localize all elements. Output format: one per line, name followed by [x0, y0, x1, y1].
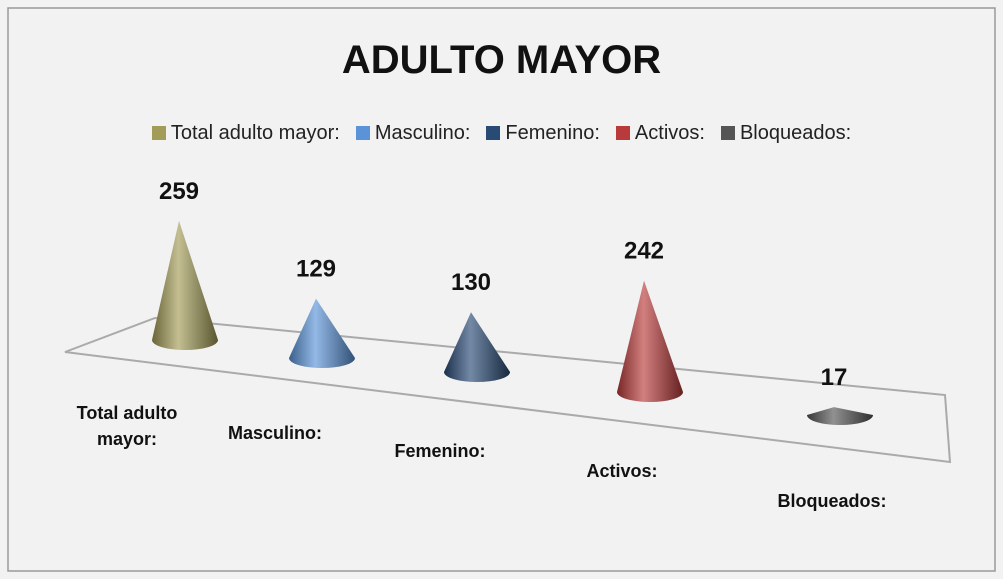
cone	[807, 407, 873, 425]
legend-item: Femenino:	[486, 122, 600, 145]
legend-label: Activos:	[634, 122, 705, 144]
cone	[152, 220, 218, 350]
legend-label: Femenino:	[505, 122, 600, 144]
value-label: 242	[624, 238, 664, 265]
legend-item: Masculino:	[355, 122, 471, 145]
category-label: Masculino:	[227, 423, 322, 443]
cone	[289, 298, 355, 368]
legend-swatch	[615, 126, 630, 140]
cone	[617, 280, 683, 402]
category-label: Femenino:	[394, 441, 486, 461]
legend-item: Total adulto mayor:	[151, 122, 340, 145]
value-label: 17	[821, 364, 848, 391]
cone	[444, 312, 510, 382]
value-label: 259	[159, 178, 199, 205]
legend: Total adulto mayor: Masculino: Femenino: Ac…	[0, 122, 1003, 145]
legend-label: Total adulto mayor:	[170, 122, 340, 144]
legend-swatch	[151, 126, 166, 140]
legend-swatch	[486, 126, 501, 140]
value-label: 129	[296, 256, 336, 283]
legend-item: Activos:	[615, 122, 705, 145]
floor	[64, 316, 952, 464]
category-label: Total adulto mayor:	[76, 403, 178, 449]
category-label: Bloqueados:	[777, 491, 887, 511]
chart-frame	[7, 7, 996, 572]
legend-swatch	[720, 126, 735, 140]
legend-swatch	[355, 126, 370, 140]
chart-title: ADULTO MAYOR	[341, 38, 662, 82]
legend-item: Bloqueados:	[720, 122, 852, 145]
value-label: 130	[451, 269, 491, 296]
legend-label: Bloqueados:	[739, 122, 852, 144]
category-label: Activos:	[586, 461, 658, 481]
legend-label: Masculino:	[374, 122, 471, 144]
